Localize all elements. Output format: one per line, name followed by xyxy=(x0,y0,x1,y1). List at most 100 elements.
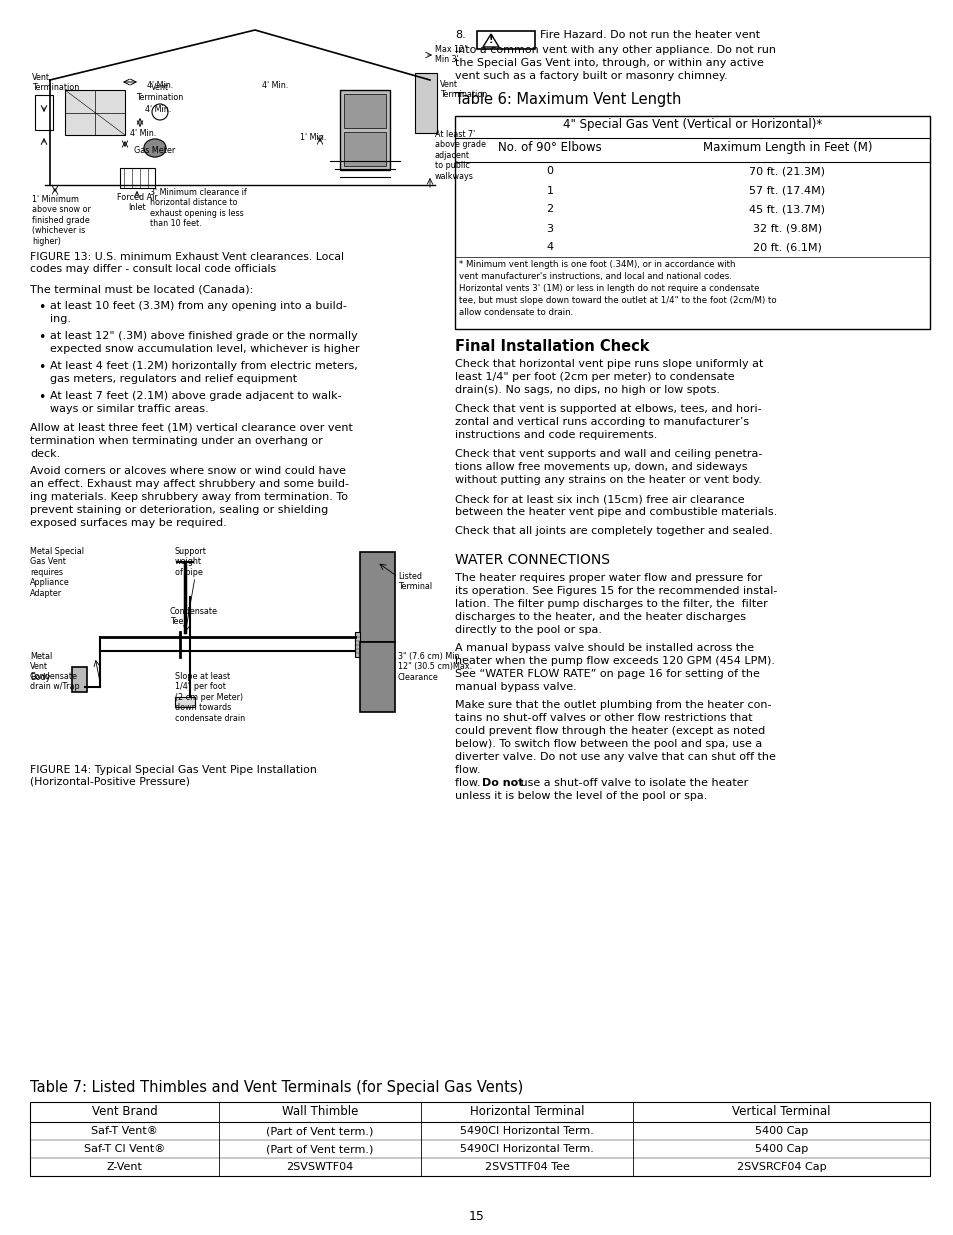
Bar xyxy=(455,116,929,329)
Text: use a shut-off valve to isolate the heater: use a shut-off valve to isolate the heat… xyxy=(517,778,747,788)
Text: 0: 0 xyxy=(546,167,553,177)
Text: discharges to the heater, and the heater discharges: discharges to the heater, and the heater… xyxy=(455,613,745,622)
Text: Vent Brand: Vent Brand xyxy=(91,1105,157,1118)
Text: The heater requires proper water flow and pressure for: The heater requires proper water flow an… xyxy=(455,573,761,583)
Text: instructions and code requirements.: instructions and code requirements. xyxy=(455,430,657,440)
Text: prevent staining or deterioration, sealing or shielding: prevent staining or deterioration, seali… xyxy=(30,505,328,515)
Text: 1' Minimum
above snow or
finished grade
(whichever is
higher): 1' Minimum above snow or finished grade … xyxy=(32,195,91,246)
Text: 5490CI Horizontal Term.: 5490CI Horizontal Term. xyxy=(459,1144,594,1153)
Text: Make sure that the outlet plumbing from the heater con-: Make sure that the outlet plumbing from … xyxy=(455,700,771,710)
Text: an effect. Exhaust may affect shrubbery and some build-: an effect. Exhaust may affect shrubbery … xyxy=(30,479,349,489)
Text: Check that all joints are completely together and sealed.: Check that all joints are completely tog… xyxy=(455,526,772,536)
Text: Check that horizontal vent pipe runs slope uniformly at: Check that horizontal vent pipe runs slo… xyxy=(455,359,762,369)
Text: •: • xyxy=(38,331,46,345)
Text: 5490CI Horizontal Term.: 5490CI Horizontal Term. xyxy=(459,1126,594,1136)
Text: 70 ft. (21.3M): 70 ft. (21.3M) xyxy=(749,167,824,177)
Text: below). To switch flow between the pool and spa, use a: below). To switch flow between the pool … xyxy=(455,739,761,748)
Bar xyxy=(415,73,436,133)
Text: 4: 4 xyxy=(546,242,553,252)
Text: 3' Minimum clearance if
horizontal distance to
exhaust opening is less
than 10 f: 3' Minimum clearance if horizontal dista… xyxy=(150,188,247,228)
Text: gas meters, regulators and relief equipment: gas meters, regulators and relief equipm… xyxy=(50,374,296,384)
Text: (Part of Vent term.): (Part of Vent term.) xyxy=(266,1144,374,1153)
Text: No. of 90° Elbows: No. of 90° Elbows xyxy=(497,141,601,154)
Bar xyxy=(339,90,390,170)
Text: Listed
Terminal: Listed Terminal xyxy=(397,572,432,592)
Text: its operation. See Figures 15 for the recommended instal-: its operation. See Figures 15 for the re… xyxy=(455,585,777,597)
Text: •: • xyxy=(38,301,46,314)
Text: Vent
Termination: Vent Termination xyxy=(439,80,487,99)
Text: The terminal must be located (Canada):: The terminal must be located (Canada): xyxy=(30,285,253,295)
Bar xyxy=(30,1102,929,1176)
Text: Check for at least six inch (15cm) free air clearance: Check for at least six inch (15cm) free … xyxy=(455,494,744,504)
Text: exposed surfaces may be required.: exposed surfaces may be required. xyxy=(30,517,227,529)
Text: at least 10 feet (3.3M) from any opening into a build-: at least 10 feet (3.3M) from any opening… xyxy=(50,301,347,311)
Text: 32 ft. (9.8M): 32 ft. (9.8M) xyxy=(752,224,821,233)
Text: Vent
Termination: Vent Termination xyxy=(32,73,79,91)
Text: 4' Min.: 4' Min. xyxy=(130,128,156,137)
Text: 57 ft. (17.4M): 57 ft. (17.4M) xyxy=(749,185,824,195)
Text: Vertical Terminal: Vertical Terminal xyxy=(732,1105,830,1118)
Bar xyxy=(355,632,359,657)
Text: manual bypass valve.: manual bypass valve. xyxy=(455,682,577,692)
Text: 4' Min.: 4' Min. xyxy=(147,80,172,89)
Text: allow condensate to drain.: allow condensate to drain. xyxy=(458,308,573,317)
Bar xyxy=(344,132,386,165)
Text: into a common vent with any other appliance. Do not run: into a common vent with any other applia… xyxy=(455,44,775,56)
Text: Forced Air
Inlet: Forced Air Inlet xyxy=(116,193,157,212)
Text: between the heater vent pipe and combustible materials.: between the heater vent pipe and combust… xyxy=(455,508,777,517)
Text: 4' Min.: 4' Min. xyxy=(145,105,172,115)
Text: Metal
Vent
Body: Metal Vent Body xyxy=(30,652,52,682)
Text: Vent
Termination: Vent Termination xyxy=(136,83,183,103)
Text: ing materials. Keep shrubbery away from termination. To: ing materials. Keep shrubbery away from … xyxy=(30,492,348,501)
Text: Saf-T Vent®: Saf-T Vent® xyxy=(91,1126,157,1136)
Text: Horizontal Terminal: Horizontal Terminal xyxy=(469,1105,583,1118)
Bar xyxy=(359,552,395,642)
Text: 2SVSTTF04 Tee: 2SVSTTF04 Tee xyxy=(484,1162,569,1172)
Text: 4' Min.: 4' Min. xyxy=(262,80,288,89)
Text: Condensate
Tee: Condensate Tee xyxy=(170,606,218,626)
Text: Table 6: Maximum Vent Length: Table 6: Maximum Vent Length xyxy=(455,91,680,107)
Bar xyxy=(476,31,535,49)
Text: 5400 Cap: 5400 Cap xyxy=(754,1126,807,1136)
Text: Table 7: Listed Thimbles and Vent Terminals (for Special Gas Vents): Table 7: Listed Thimbles and Vent Termin… xyxy=(30,1079,522,1095)
Text: lation. The filter pump discharges to the filter, the  filter: lation. The filter pump discharges to th… xyxy=(455,599,767,609)
Text: drain(s). No sags, no dips, no high or low spots.: drain(s). No sags, no dips, no high or l… xyxy=(455,385,720,395)
Bar xyxy=(65,90,125,135)
Text: Gas Meter: Gas Meter xyxy=(134,146,175,156)
Text: 5400 Cap: 5400 Cap xyxy=(754,1144,807,1153)
Text: Condensate
drain w/Trap: Condensate drain w/Trap xyxy=(30,672,79,692)
Text: tions allow free movements up, down, and sideways: tions allow free movements up, down, and… xyxy=(455,462,747,472)
Text: 2SVSWTF04: 2SVSWTF04 xyxy=(286,1162,354,1172)
Text: 8.: 8. xyxy=(455,30,465,40)
Text: (Part of Vent term.): (Part of Vent term.) xyxy=(266,1126,374,1136)
Text: termination when terminating under an overhang or: termination when terminating under an ov… xyxy=(30,436,322,446)
Text: Check that vent supports and wall and ceiling penetra-: Check that vent supports and wall and ce… xyxy=(455,450,761,459)
Text: FIGURE 14: Typical Special Gas Vent Pipe Installation
(Horizontal-Positive Press: FIGURE 14: Typical Special Gas Vent Pipe… xyxy=(30,764,316,787)
Text: Do not: Do not xyxy=(481,778,523,788)
Ellipse shape xyxy=(144,140,166,157)
Text: Fire Hazard. Do not run the heater vent: Fire Hazard. Do not run the heater vent xyxy=(539,30,760,40)
Bar xyxy=(359,642,395,713)
Text: vent such as a factory built or masonry chimney.: vent such as a factory built or masonry … xyxy=(455,70,727,82)
Text: At least 7'
above grade
adjacent
to public
walkways: At least 7' above grade adjacent to publ… xyxy=(435,130,485,180)
Text: 2SVSRCF04 Cap: 2SVSRCF04 Cap xyxy=(736,1162,825,1172)
Text: 4" Special Gas Vent (Vertical or Horizontal)*: 4" Special Gas Vent (Vertical or Horizon… xyxy=(562,119,821,131)
Text: heater when the pump flow exceeds 120 GPM (454 LPM).: heater when the pump flow exceeds 120 GP… xyxy=(455,656,774,666)
Bar xyxy=(344,94,386,128)
Text: least 1/4" per foot (2cm per meter) to condensate: least 1/4" per foot (2cm per meter) to c… xyxy=(455,372,734,382)
Text: At least 7 feet (2.1M) above grade adjacent to walk-: At least 7 feet (2.1M) above grade adjac… xyxy=(50,391,341,401)
Text: !: ! xyxy=(488,35,493,44)
Text: expected snow accumulation level, whichever is higher: expected snow accumulation level, whiche… xyxy=(50,345,359,354)
Text: Wall Thimble: Wall Thimble xyxy=(281,1105,357,1118)
Text: unless it is below the level of the pool or spa.: unless it is below the level of the pool… xyxy=(455,790,706,802)
Text: flow.: flow. xyxy=(455,778,483,788)
Text: could prevent flow through the heater (except as noted: could prevent flow through the heater (e… xyxy=(455,726,764,736)
Bar xyxy=(71,667,87,692)
Text: tains no shut-off valves or other flow restrictions that: tains no shut-off valves or other flow r… xyxy=(455,713,752,722)
Text: Max 12'
Min 3': Max 12' Min 3' xyxy=(435,44,466,64)
Text: WATER CONNECTIONS: WATER CONNECTIONS xyxy=(455,553,609,567)
Text: •: • xyxy=(38,391,46,404)
Text: directly to the pool or spa.: directly to the pool or spa. xyxy=(455,625,601,635)
Text: Avoid corners or alcoves where snow or wind could have: Avoid corners or alcoves where snow or w… xyxy=(30,466,346,475)
Text: at least 12" (.3M) above finished grade or the normally: at least 12" (.3M) above finished grade … xyxy=(50,331,357,341)
